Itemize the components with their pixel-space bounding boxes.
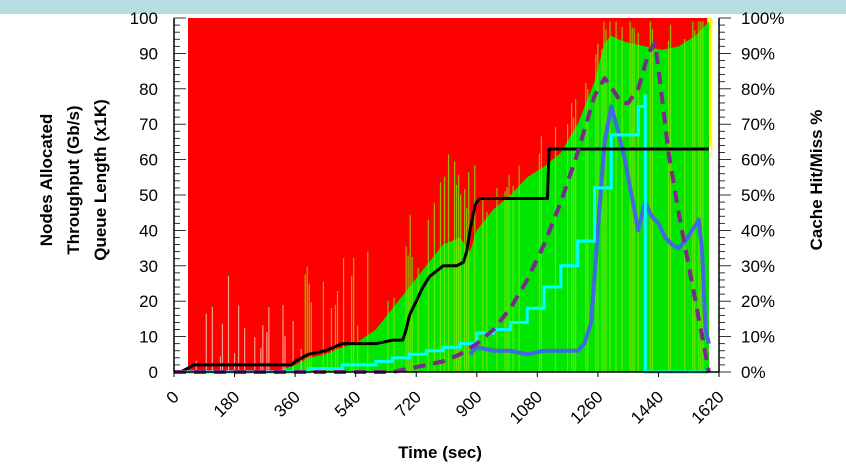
y-right-tick-labels: 0% 10% 20% 30% 40% 50% 60% 70% 80% 90% 100%: [741, 9, 784, 382]
x-tick-label: 0: [163, 387, 183, 407]
cache-hit-area: [187, 21, 709, 372]
series-lines: [174, 40, 711, 374]
nodes-allocated-line: [174, 147, 709, 374]
x-tick-label: 1440: [627, 387, 667, 427]
x-tick-label: 360: [270, 387, 303, 420]
y-right-tick-label: 30%: [741, 257, 775, 276]
x-axis-title: Time (sec): [398, 443, 482, 462]
y-left-tick-labels: 0 10 20 30 40 50 60 70 80 90 100: [130, 9, 158, 382]
y-left-tick-label: 70: [139, 115, 158, 134]
y-left-title-line2: Throughput (Gb/s): [64, 105, 83, 254]
x-tick-label: 900: [452, 387, 485, 420]
y-right-tick-label: 70%: [741, 115, 775, 134]
y-left-tick-label: 80: [139, 80, 158, 99]
y-right-tick-label: 50%: [741, 186, 775, 205]
y-left-tick-label: 90: [139, 44, 158, 63]
y-right-tick-label: 40%: [741, 221, 775, 240]
y-left-title-line1: Nodes Allocated: [37, 114, 56, 247]
y-right-tick-label: 90%: [741, 44, 775, 63]
x-tick-label: 1620: [688, 387, 728, 427]
y-right-title: Cache Hit/Miss %: [807, 110, 826, 251]
y-left-tick-label: 30: [139, 257, 158, 276]
y-left-title-line3: Queue Length (x1K): [91, 99, 110, 261]
y-left-tick-label: 60: [139, 151, 158, 170]
y-right-tick-label: 20%: [741, 292, 775, 311]
axes: [173, 17, 731, 377]
top-band: [0, 0, 846, 14]
x-tick-labels: 0 180 360 540 720 900 1080 1260 1440 1620: [163, 387, 728, 427]
y-right-tick-label: 60%: [741, 151, 775, 170]
x-tick-label: 1080: [506, 387, 546, 427]
x-tick-label: 1260: [567, 387, 607, 427]
throughput-line: [468, 104, 711, 357]
y-left-tick-label: 50: [139, 186, 158, 205]
y-right-tick-label: 80%: [741, 80, 775, 99]
x-tick-label: 180: [210, 387, 243, 420]
plot-area: [174, 18, 713, 374]
y-left-tick-label: 40: [139, 221, 158, 240]
y-right-tick-label: 100%: [741, 9, 784, 28]
x-tick-label: 720: [392, 387, 425, 420]
x-tick-label: 540: [331, 387, 364, 420]
y-left-tick-label: 10: [139, 328, 158, 347]
y-right-tick-label: 10%: [741, 328, 775, 347]
y-left-tick-label: 0: [149, 363, 158, 382]
y-left-tick-label: 20: [139, 292, 158, 311]
y-left-tick-label: 100: [130, 9, 158, 28]
y-right-tick-label: 0%: [741, 363, 766, 382]
